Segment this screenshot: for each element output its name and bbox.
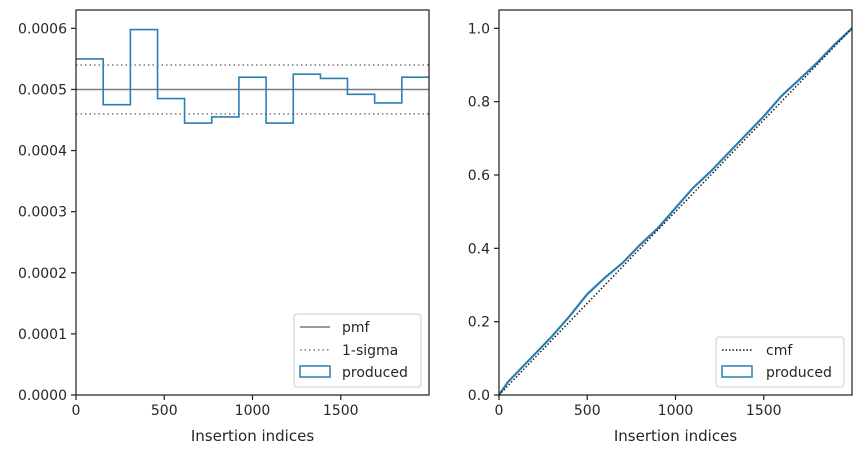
right-y-tick-label: 0.8 bbox=[468, 95, 490, 111]
left-y-tick-label: 0.0002 bbox=[18, 266, 67, 282]
right-y-tick-label: 0.6 bbox=[468, 168, 490, 184]
left-y-tick-label: 0.0005 bbox=[18, 82, 67, 98]
left-y-tick-label: 0.0003 bbox=[18, 205, 67, 221]
left-x-tick-label: 1000 bbox=[235, 403, 271, 419]
left-plot-area bbox=[76, 28, 429, 124]
left-y-tick-label: 0.0001 bbox=[18, 327, 67, 343]
left-x-axis-label: Insertion indices bbox=[191, 427, 314, 445]
left-legend: pmf 1-sigma produced bbox=[293, 313, 422, 388]
left-x-tick-label: 0 bbox=[72, 403, 81, 419]
legend-produced-label: produced bbox=[342, 365, 408, 381]
right-plot-area bbox=[498, 27, 853, 396]
left-x-ticks: 0 500 1000 1500 bbox=[72, 395, 359, 419]
legend-cmf-label: cmf bbox=[766, 343, 793, 359]
left-x-tick-label: 1500 bbox=[323, 403, 359, 419]
right-y-ticks: 0.0 0.2 0.4 0.6 0.8 1.0 bbox=[468, 21, 499, 404]
left-y-tick-label: 0.0000 bbox=[18, 388, 67, 404]
cmf-line bbox=[498, 27, 853, 396]
right-x-axis-label: Insertion indices bbox=[614, 427, 737, 445]
left-y-tick-label: 0.0006 bbox=[18, 21, 67, 37]
right-y-tick-label: 0.2 bbox=[468, 315, 490, 331]
left-legend-box bbox=[293, 313, 422, 388]
legend-produced-swatch-right bbox=[721, 365, 753, 378]
right-y-tick-label: 1.0 bbox=[468, 21, 490, 37]
left-panel: 0 500 1000 1500 0.00000.00010.00020.00030.0… bbox=[18, 9, 430, 445]
legend-produced-label-right: produced bbox=[766, 365, 832, 381]
right-panel: 0 500 1000 1500 0.0 0.2 0.4 0.6 0.8 1.0 Insertio… bbox=[468, 9, 853, 445]
right-y-tick-label: 0.4 bbox=[468, 241, 490, 257]
legend-sigma-label: 1-sigma bbox=[342, 343, 398, 359]
right-legend: cmf produced bbox=[715, 336, 845, 388]
left-x-tick-label: 500 bbox=[151, 403, 178, 419]
right-x-tick-label: 500 bbox=[574, 403, 601, 419]
right-x-ticks: 0 500 1000 1500 bbox=[495, 395, 782, 419]
legend-produced-swatch bbox=[299, 365, 331, 378]
right-x-tick-label: 1000 bbox=[658, 403, 694, 419]
right-x-tick-label: 0 bbox=[495, 403, 504, 419]
right-y-tick-label: 0.0 bbox=[468, 388, 490, 404]
left-y-tick-label: 0.0004 bbox=[18, 144, 67, 160]
produced-histogram bbox=[76, 28, 429, 124]
left-y-ticks: 0.0000 0.0001 0.0002 0.0003 0.0004 0.0005 0.00… bbox=[18, 21, 76, 404]
produced-cumulative-line bbox=[498, 27, 853, 396]
right-x-tick-label: 1500 bbox=[746, 403, 782, 419]
legend-pmf-label: pmf bbox=[342, 320, 371, 336]
